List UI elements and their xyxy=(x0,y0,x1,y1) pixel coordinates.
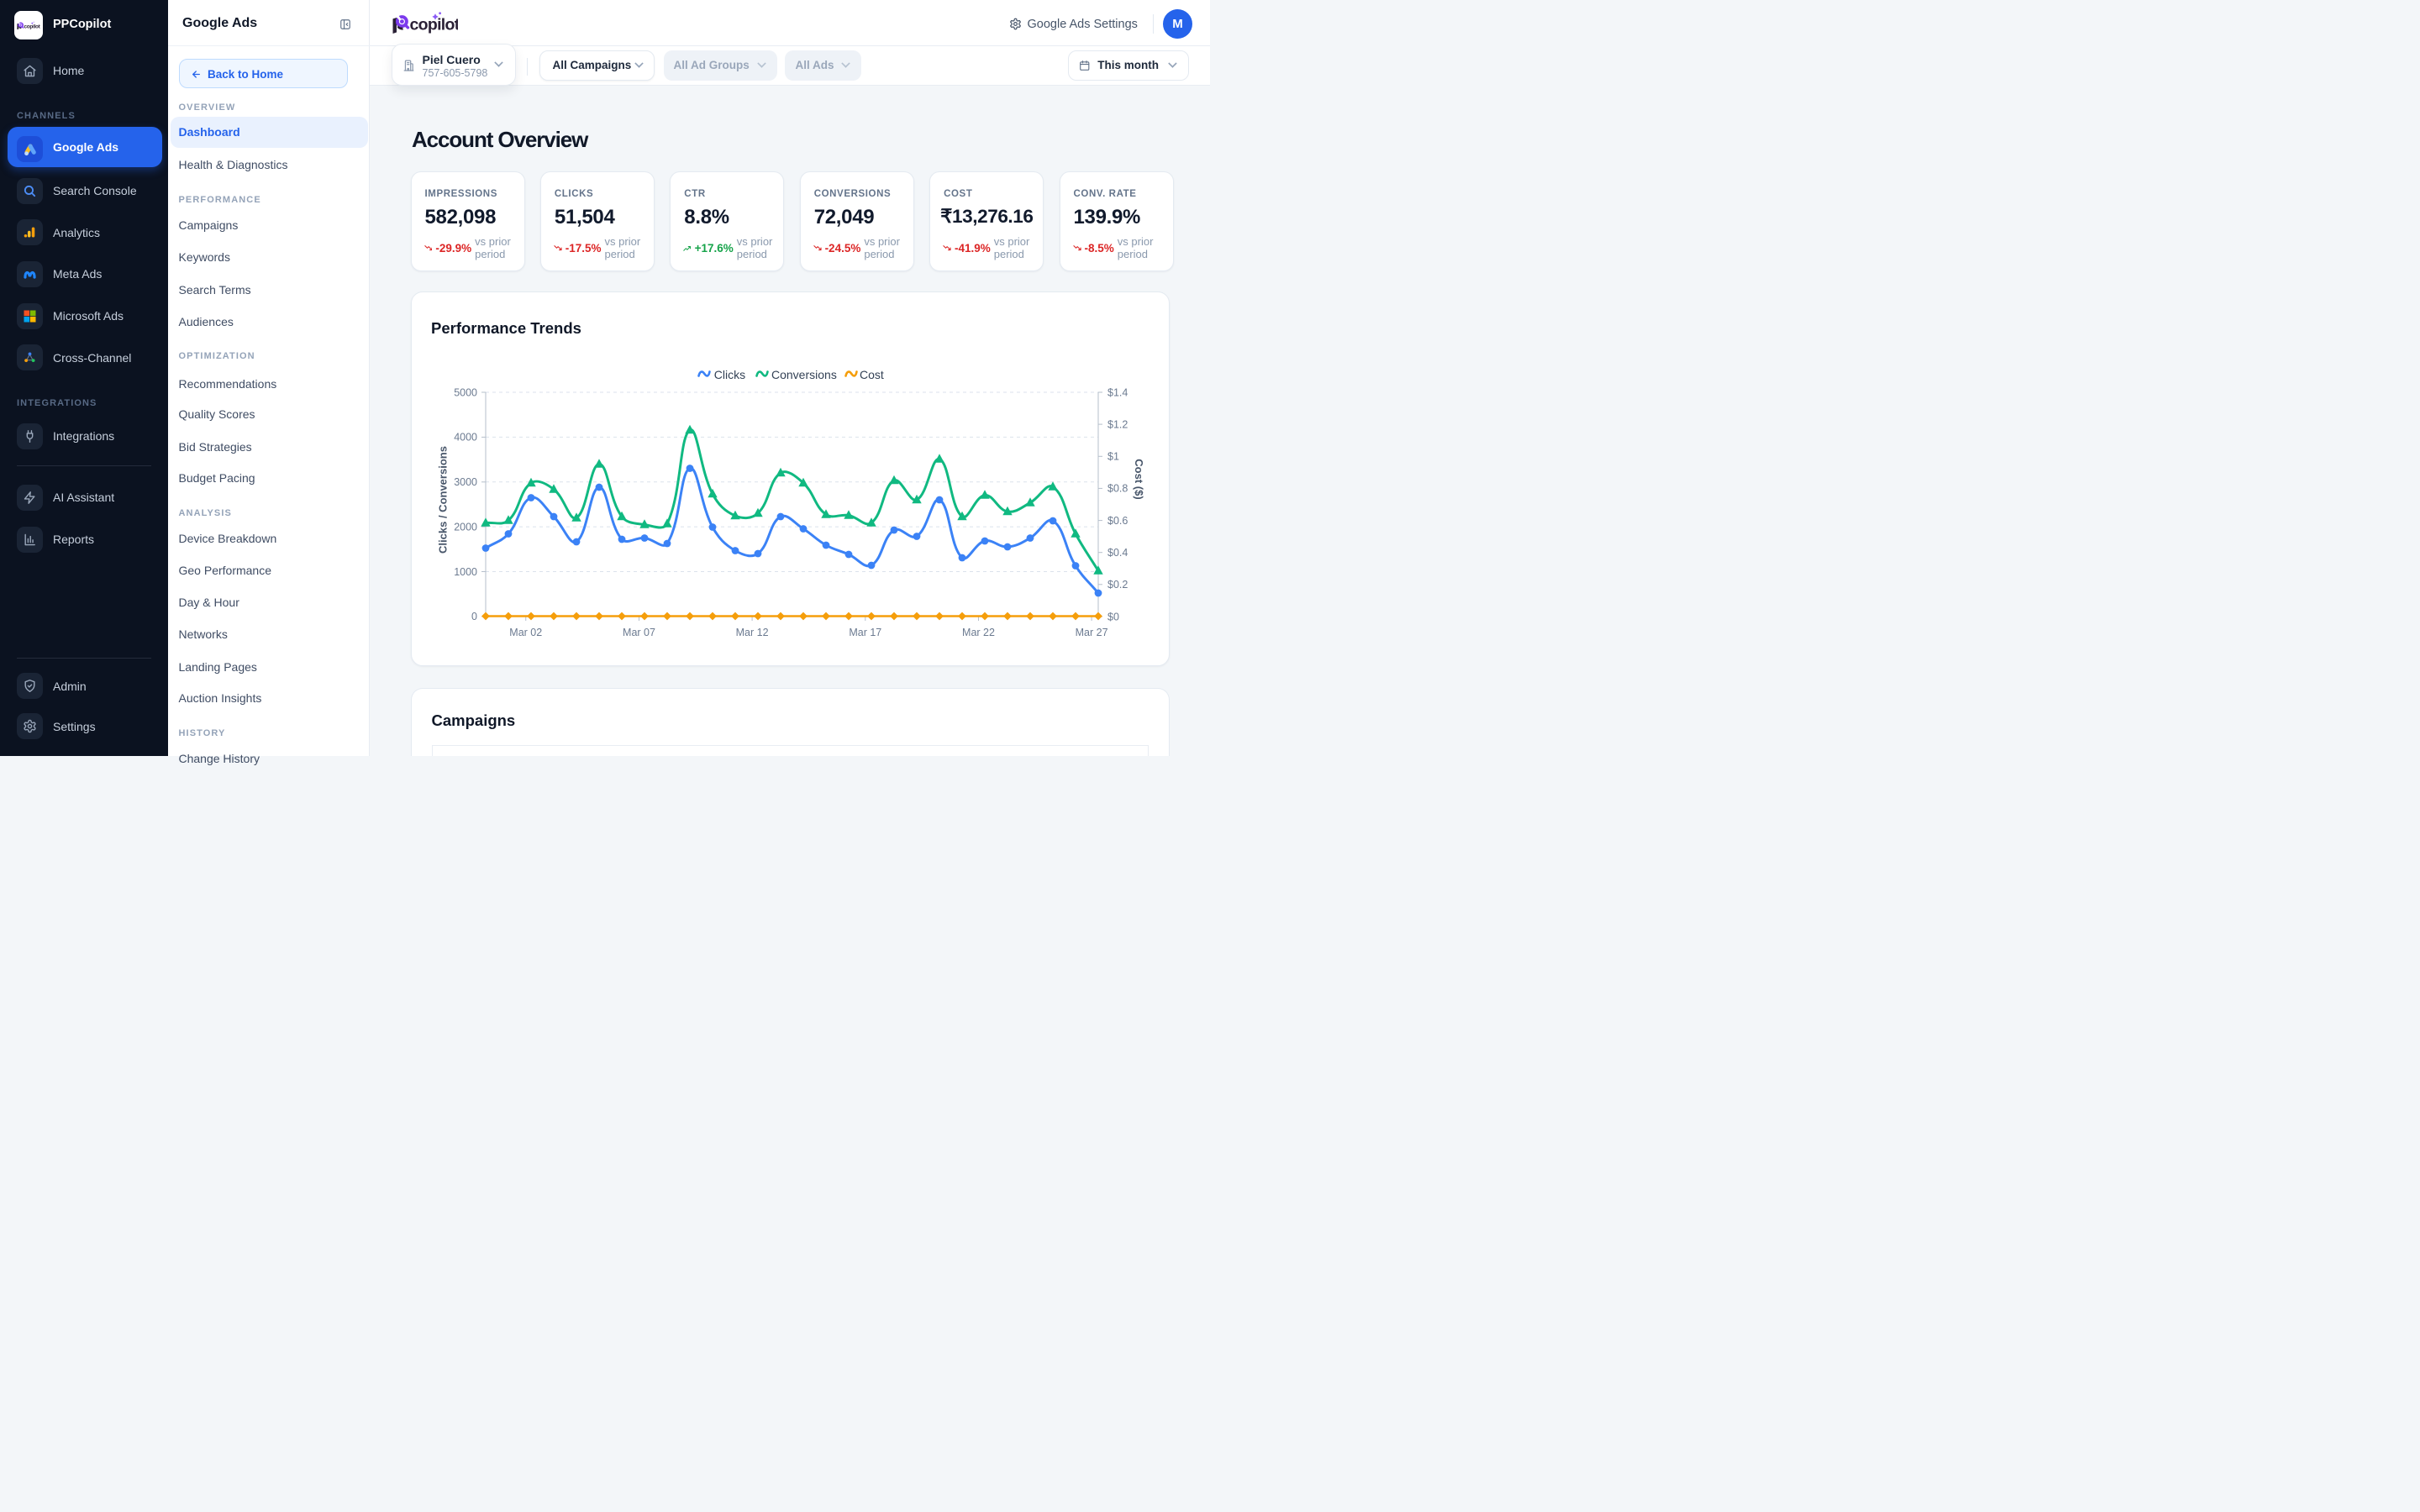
svg-text:Mar 02: Mar 02 xyxy=(509,627,542,638)
svg-text:Clicks / Conversions: Clicks / Conversions xyxy=(436,446,449,554)
svg-text:Mar 27: Mar 27 xyxy=(1075,627,1107,638)
svg-text:copilot: copilot xyxy=(24,24,40,29)
svg-text:$0: $0 xyxy=(1107,611,1119,622)
svg-text:0: 0 xyxy=(471,611,477,622)
svg-text:$0.6: $0.6 xyxy=(1107,515,1128,527)
svg-text:3000: 3000 xyxy=(454,476,477,488)
svg-text:Mar 22: Mar 22 xyxy=(962,627,995,638)
svg-text:Mar 17: Mar 17 xyxy=(849,627,881,638)
svg-text:$1: $1 xyxy=(1107,451,1119,463)
svg-text:Mar 12: Mar 12 xyxy=(735,627,768,638)
svg-text:$1.2: $1.2 xyxy=(1107,418,1128,430)
svg-text:5000: 5000 xyxy=(454,386,477,398)
svg-text:Cost ($): Cost ($) xyxy=(1133,459,1145,499)
svg-text:2000: 2000 xyxy=(454,521,477,533)
svg-text:$1.4: $1.4 xyxy=(1107,386,1128,398)
svg-text:$0.4: $0.4 xyxy=(1107,547,1128,559)
svg-text:$0.2: $0.2 xyxy=(1107,579,1128,591)
svg-text:$0.8: $0.8 xyxy=(1107,483,1128,495)
svg-text:Mar 07: Mar 07 xyxy=(623,627,655,638)
svg-text:copilot: copilot xyxy=(410,16,459,34)
svg-text:1000: 1000 xyxy=(454,566,477,578)
svg-text:4000: 4000 xyxy=(454,432,477,444)
